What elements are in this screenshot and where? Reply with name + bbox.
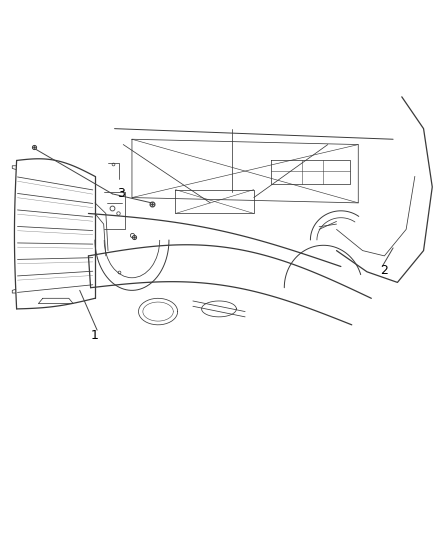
Text: 3: 3 <box>117 187 124 200</box>
Text: 2: 2 <box>381 264 389 277</box>
Text: 1: 1 <box>91 329 99 342</box>
